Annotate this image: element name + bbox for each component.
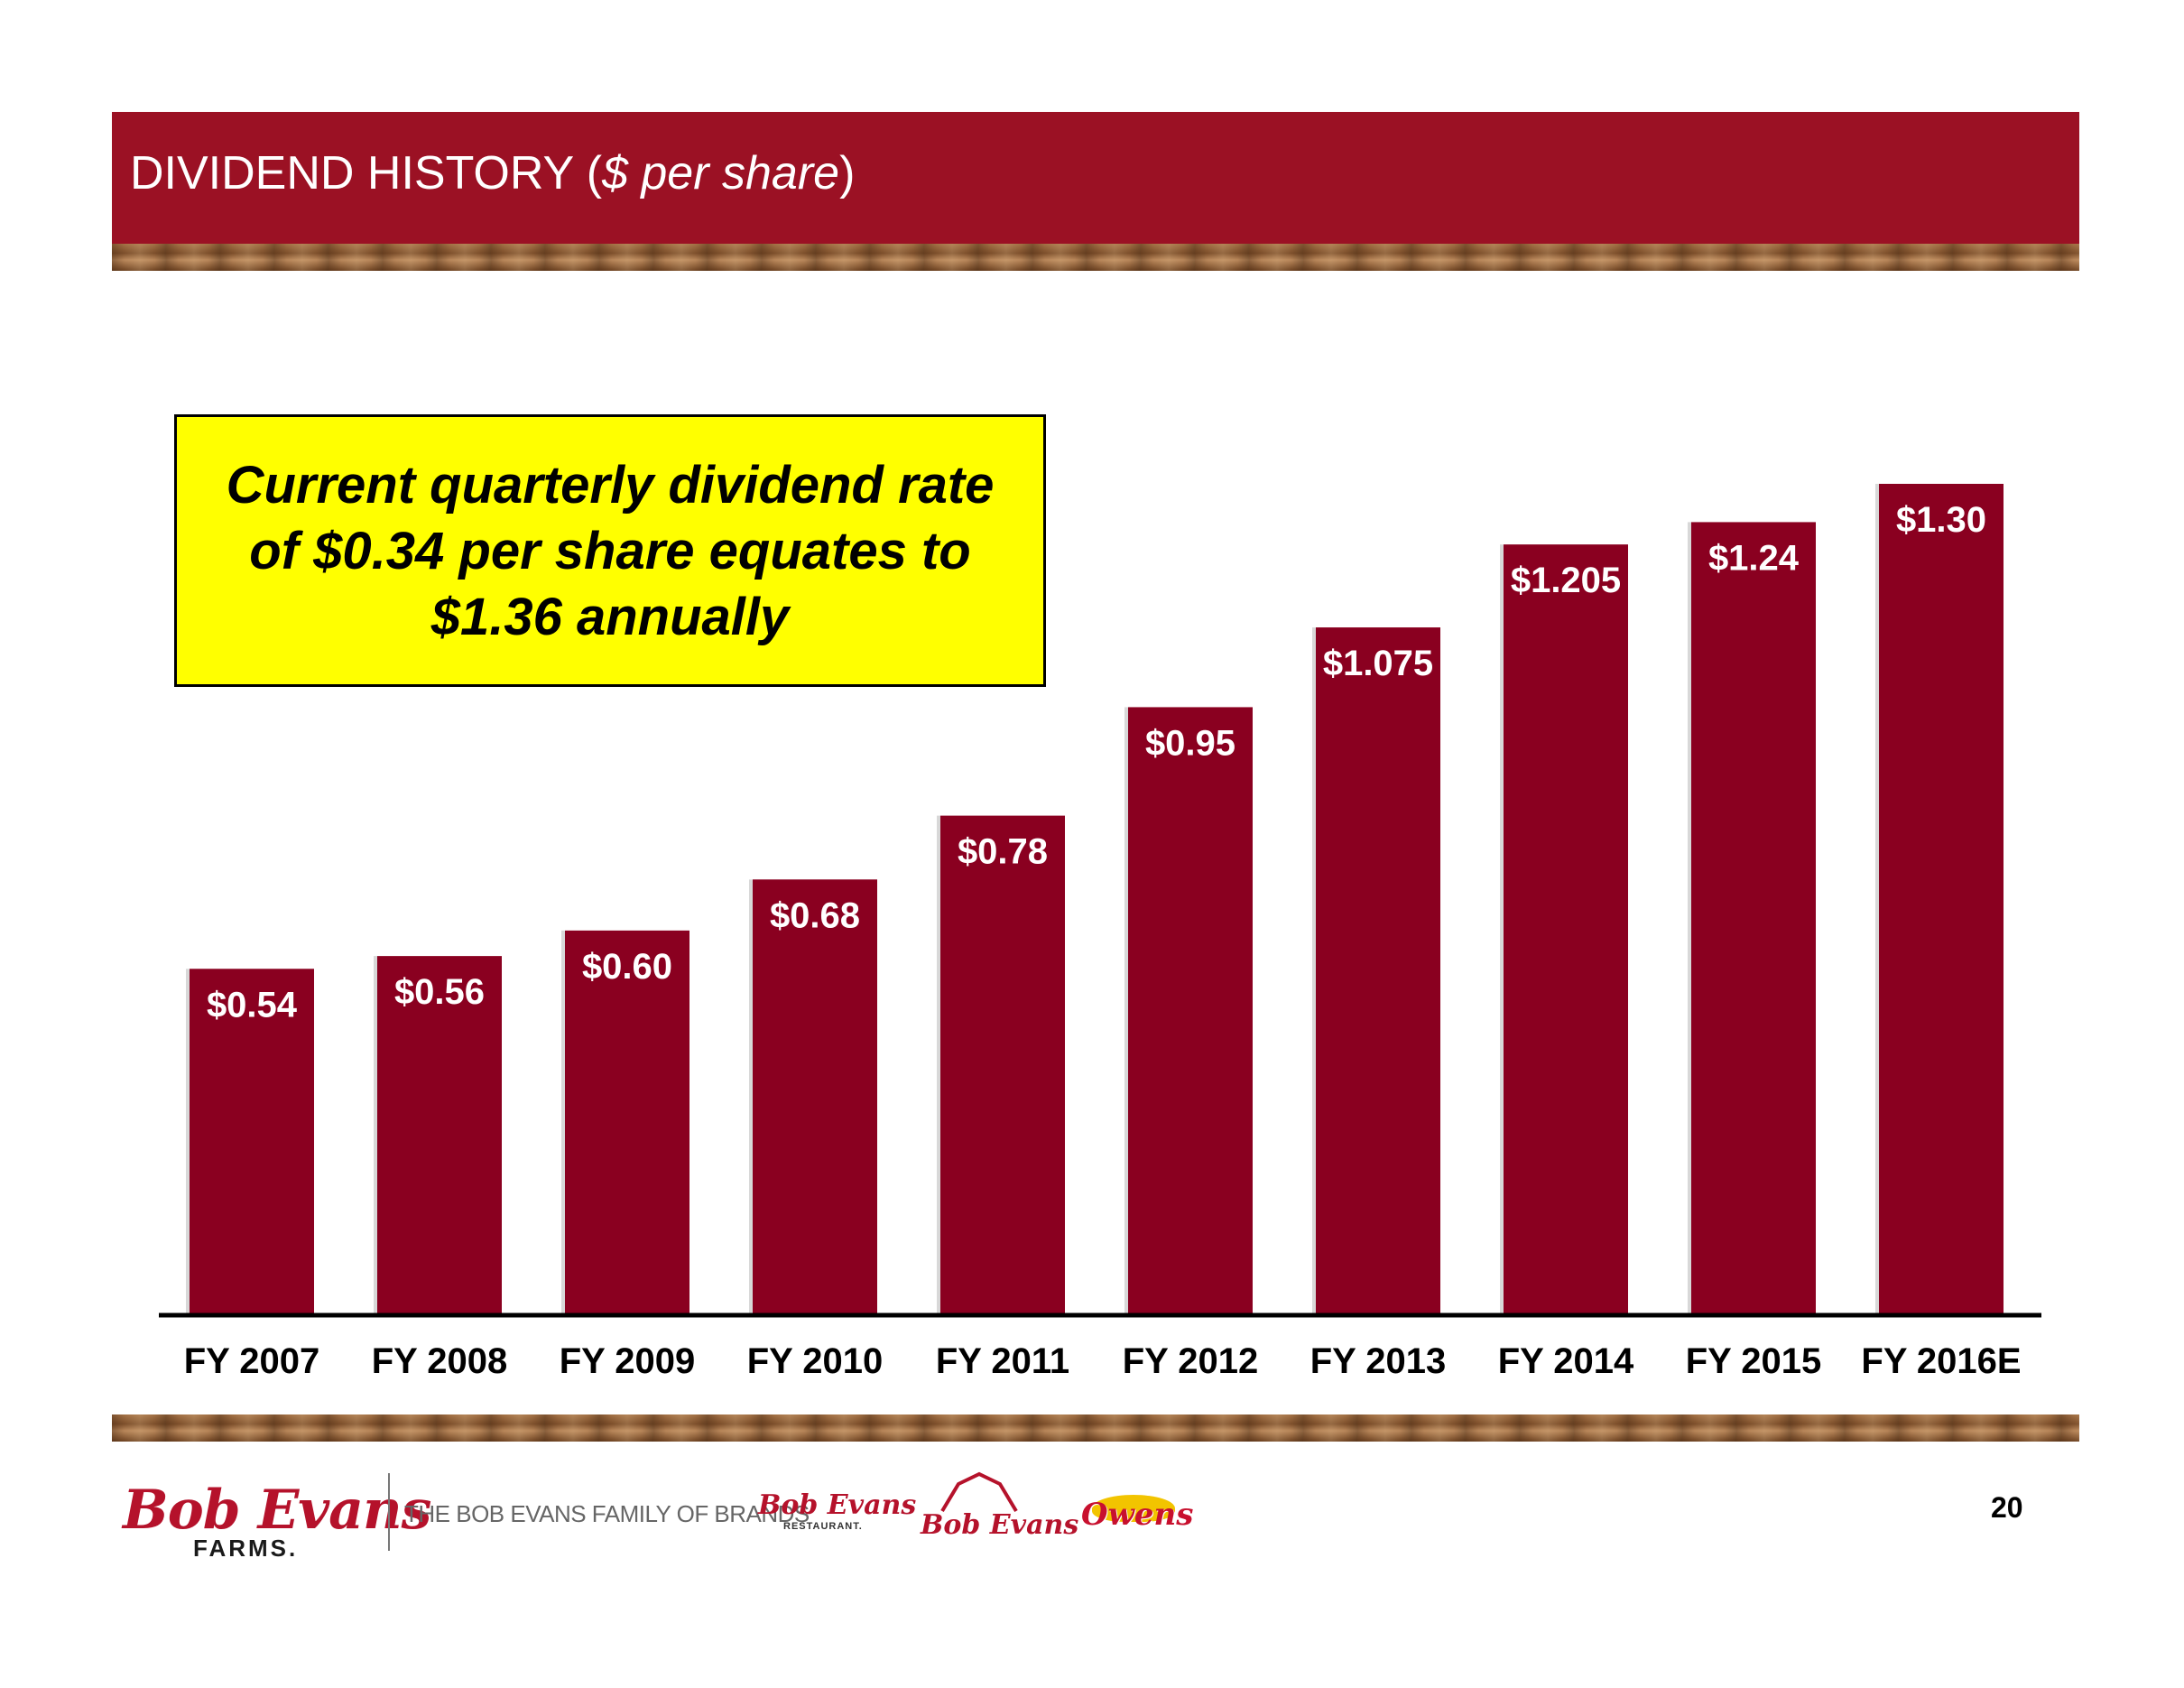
x-tick-label: FY 2015 xyxy=(1686,1341,1822,1381)
header-bar: DIVIDEND HISTORY ($ per share) xyxy=(112,112,2079,244)
restaurant-logo-sub: RESTAURANT. xyxy=(783,1521,863,1532)
bar-fy-2011 xyxy=(940,815,1065,1313)
bar-fy-2007 xyxy=(190,969,314,1313)
footer-divider xyxy=(388,1473,390,1551)
data-label: $0.56 xyxy=(394,972,485,1012)
bar-shadow xyxy=(374,956,377,1313)
x-tick-label: FY 2009 xyxy=(560,1341,696,1381)
bar-fy-2010 xyxy=(753,879,877,1313)
page-title-main: DIVIDEND HISTORY xyxy=(130,147,587,199)
page-number: 20 xyxy=(1991,1491,2023,1524)
family-of-brands-text: THE BOB EVANS FAMILY OF BRANDS xyxy=(404,1500,810,1527)
data-label: $1.205 xyxy=(1511,561,1621,600)
x-tick-label: FY 2007 xyxy=(184,1341,320,1381)
bar-shadow xyxy=(561,930,565,1313)
x-tick-label: FY 2008 xyxy=(372,1341,508,1381)
x-tick-label: FY 2010 xyxy=(747,1341,884,1381)
grocery-logo-script: Bob Evans xyxy=(921,1509,1079,1541)
page-title: DIVIDEND HISTORY ($ per share) xyxy=(130,147,856,199)
owens-logo: Owens xyxy=(1076,1489,1193,1544)
logo-farms-text: FARMS. xyxy=(193,1535,299,1562)
data-label: $0.68 xyxy=(770,895,860,935)
x-tick-label: FY 2011 xyxy=(936,1341,1069,1381)
bar-shadow xyxy=(1688,522,1691,1313)
wood-divider-top xyxy=(112,244,2079,271)
dividend-callout-text: Current quarterly dividend rate of $0.34… xyxy=(226,455,995,646)
bar-shadow xyxy=(1875,484,1879,1313)
bar-fy-2016e xyxy=(1879,484,2004,1313)
x-tick-label: FY 2016E xyxy=(1861,1341,2021,1381)
bar-shadow xyxy=(749,879,753,1313)
bar-shadow xyxy=(937,815,940,1313)
data-label: $1.24 xyxy=(1708,538,1800,578)
bob-evans-restaurant-logo: Bob Evans RESTAURANT. xyxy=(758,1489,917,1544)
bar-shadow xyxy=(1124,707,1128,1313)
bar-fy-2008 xyxy=(377,956,502,1313)
page-title-unit: $ per share xyxy=(602,147,840,199)
bob-evans-farms-logo: Bob Evans FARMS. xyxy=(123,1479,431,1562)
bar-fy-2013 xyxy=(1316,627,1440,1313)
bar-shadow xyxy=(186,969,190,1313)
bar-fy-2009 xyxy=(565,930,689,1313)
bar-shadow xyxy=(1312,627,1316,1313)
x-tick-label: FY 2013 xyxy=(1310,1341,1447,1381)
bar-fy-2014 xyxy=(1504,544,1628,1313)
data-label: $0.60 xyxy=(582,947,672,987)
data-label: $1.075 xyxy=(1323,644,1433,683)
owens-sun-icon xyxy=(1092,1495,1175,1522)
restaurant-logo-script: Bob Evans xyxy=(758,1489,917,1521)
wood-divider-bottom xyxy=(112,1414,2079,1442)
data-label: $1.30 xyxy=(1896,500,1986,540)
data-label: $0.95 xyxy=(1145,723,1235,763)
barn-roof-icon xyxy=(940,1471,1018,1513)
bar-shadow xyxy=(1500,544,1504,1313)
x-tick-label: FY 2012 xyxy=(1123,1341,1259,1381)
owens-logo-script: Owens xyxy=(1081,1497,1194,1533)
bob-evans-grocery-logo: Bob Evans xyxy=(913,1471,1078,1553)
bar-fy-2012 xyxy=(1128,707,1253,1313)
bar-fy-2015 xyxy=(1691,522,1816,1313)
logo-script-text: Bob Evans xyxy=(123,1479,431,1542)
data-label: $0.54 xyxy=(207,985,298,1025)
dividend-callout-box: Current quarterly dividend rate of $0.34… xyxy=(174,414,1046,687)
x-tick-label: FY 2014 xyxy=(1498,1341,1634,1381)
data-label: $0.78 xyxy=(958,832,1048,872)
